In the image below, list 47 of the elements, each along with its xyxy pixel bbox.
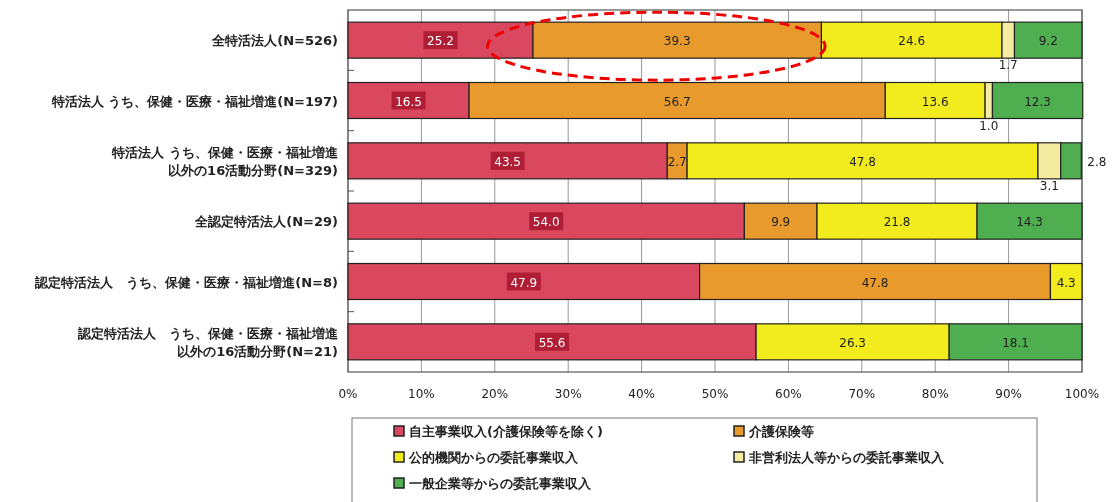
y-tick-label: 特活法人 うち、保健・医療・福祉増進(N=197) [50, 93, 338, 109]
data-label: 56.7 [663, 94, 691, 109]
data-label: 3.1 [1039, 178, 1059, 193]
data-label: 2.8 [1087, 154, 1107, 169]
data-label: 43.5 [494, 154, 521, 169]
data-label: 1.0 [979, 118, 999, 133]
data-label: 21.8 [883, 215, 911, 230]
data-label: 14.3 [1016, 215, 1043, 230]
x-tick-label: 90% [995, 387, 1022, 401]
x-tick-label: 30% [554, 387, 582, 401]
x-tick-label: 60% [775, 387, 802, 401]
x-tick-label: 80% [921, 387, 949, 401]
data-label: 47.9 [510, 275, 538, 290]
x-tick-label: 100% [1064, 387, 1100, 401]
data-label: 4.3 [1056, 275, 1076, 290]
data-label: 26.3 [839, 335, 866, 350]
legend-label: 公的機関からの委託事業収入 [408, 450, 579, 465]
data-label: 2.7 [667, 154, 687, 169]
data-label: 39.3 [663, 34, 691, 49]
y-tick-label: 全認定特活法人(N=29) [194, 214, 338, 230]
data-label: 16.5 [395, 94, 422, 109]
legend-label: 自主事業収入(介護保険等を除く) [409, 424, 603, 439]
data-label: 12.3 [1024, 94, 1051, 109]
data-label: 55.6 [538, 335, 566, 350]
data-label: 18.1 [1002, 335, 1029, 350]
y-tick-label: 特活法人 うち、保健・医療・福祉増進以外の16活動分野(N=329) [111, 144, 339, 178]
x-tick-label: 10% [408, 387, 435, 401]
data-label: 13.6 [921, 94, 949, 109]
data-label: 25.2 [427, 34, 454, 49]
data-label: 9.2 [1038, 34, 1058, 49]
data-label: 9.9 [771, 215, 791, 230]
x-tick-label: 20% [481, 387, 509, 401]
x-tick-label: 40% [628, 387, 655, 401]
data-label: 47.8 [849, 154, 876, 169]
legend-label: 一般企業等からの委託事業収入 [409, 476, 592, 491]
data-label: 47.8 [861, 275, 889, 290]
legend-label: 介護保険等 [748, 424, 814, 439]
x-tick-label: 70% [848, 387, 876, 401]
legend-label: 非営利法人等からの委託事業収入 [748, 450, 945, 465]
data-label: 24.6 [898, 34, 926, 49]
x-tick-label: 50% [701, 387, 729, 401]
y-tick-label: 全特活法人(N=526) [211, 33, 338, 49]
data-label: 54.0 [532, 215, 560, 230]
y-tick-label: 認定特活法人 うち、保健・医療・福祉増進以外の16活動分野(N=21) [77, 325, 339, 359]
y-tick-label: 認定特活法人 うち、保健・医療・福祉増進(N=8) [34, 274, 338, 290]
data-label: 1.7 [998, 58, 1018, 73]
x-tick-label: 0% [338, 387, 358, 401]
